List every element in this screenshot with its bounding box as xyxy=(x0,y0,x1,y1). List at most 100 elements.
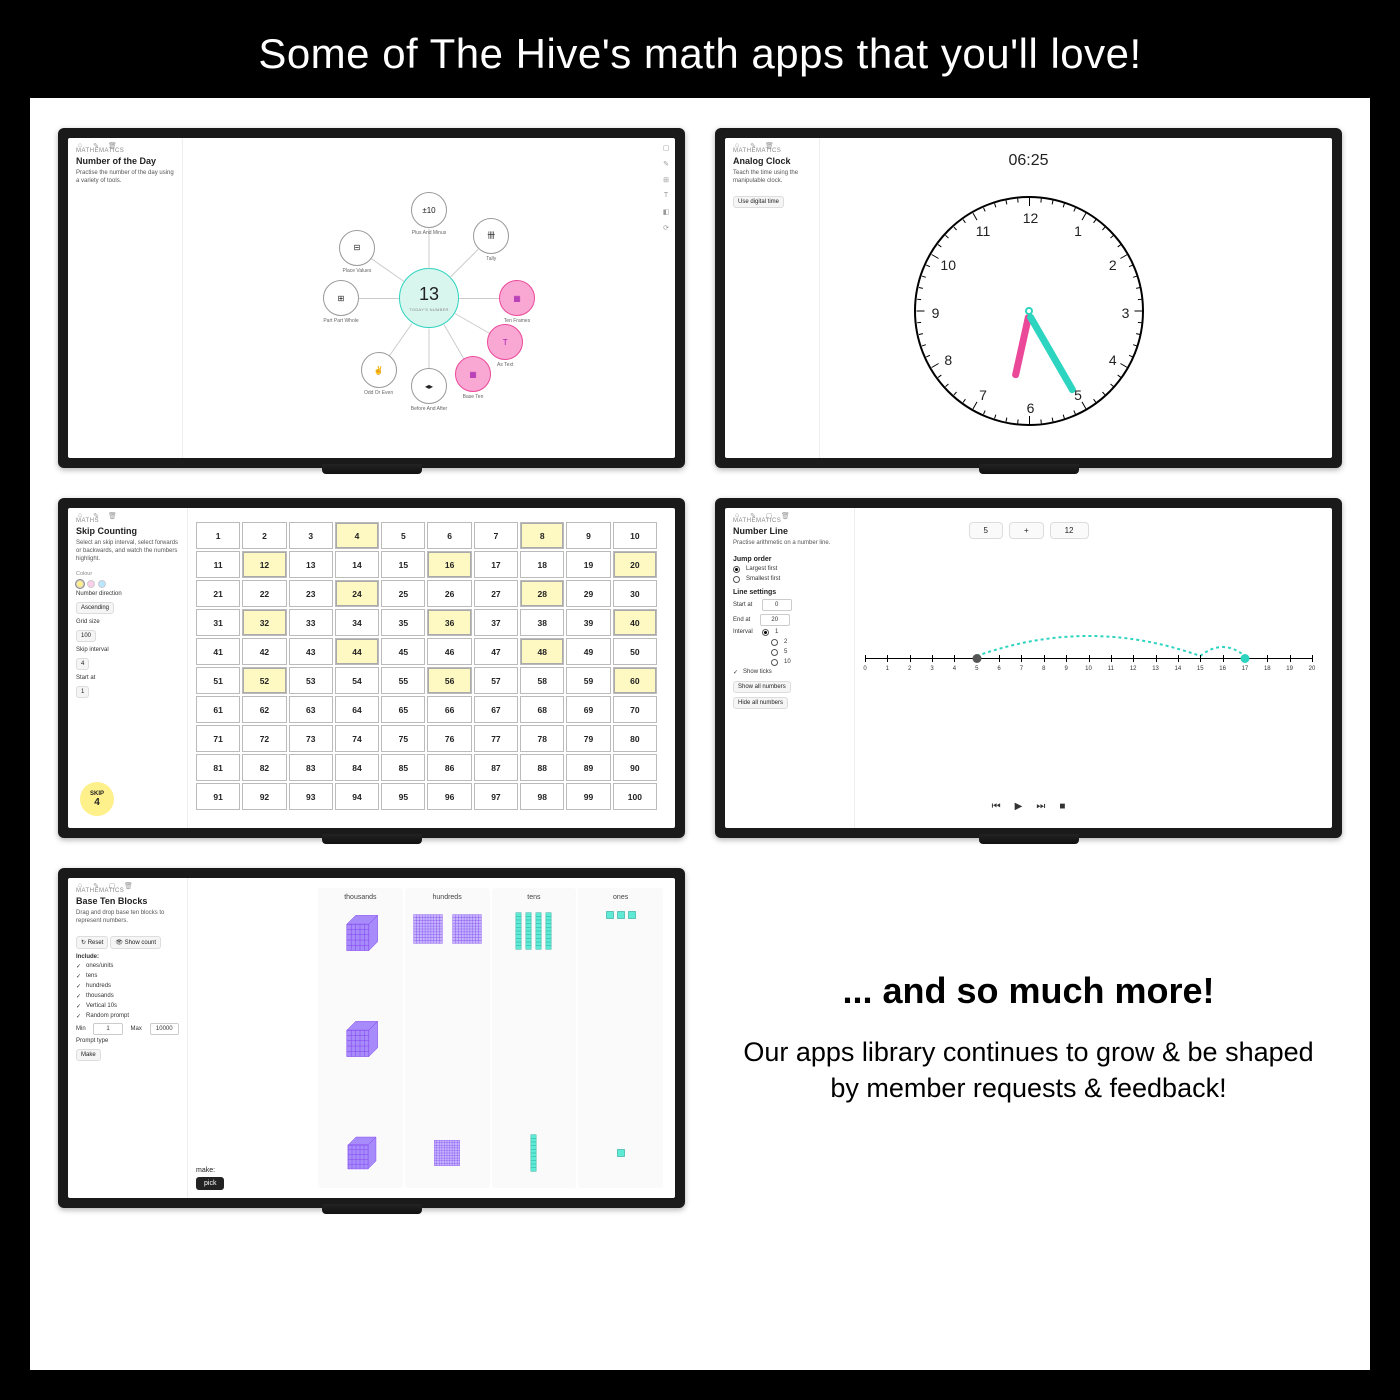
grid-cell[interactable]: 88 xyxy=(520,754,564,781)
grid-cell[interactable]: 29 xyxy=(566,580,610,607)
color-options[interactable] xyxy=(76,580,179,588)
grid-cell[interactable]: 34 xyxy=(335,609,379,636)
grid-cell[interactable]: 7 xyxy=(474,522,518,549)
rod-block[interactable] xyxy=(525,911,532,1120)
grid-cell[interactable]: 84 xyxy=(335,754,379,781)
color-option[interactable] xyxy=(76,580,84,588)
playback-controls[interactable]: ⏮▶⏭■ xyxy=(992,801,1066,812)
prompt-select[interactable]: Make xyxy=(76,1049,101,1061)
grid-cell[interactable]: 10 xyxy=(613,522,657,549)
dir-select[interactable]: Ascending xyxy=(76,602,114,614)
pick-button[interactable]: pick xyxy=(196,1177,224,1190)
grid-cell[interactable]: 67 xyxy=(474,696,518,723)
grid-cell[interactable]: 50 xyxy=(613,638,657,665)
grid-cell[interactable]: 85 xyxy=(381,754,425,781)
grid-cell[interactable]: 80 xyxy=(613,725,657,752)
grid-cell[interactable]: 75 xyxy=(381,725,425,752)
sat-place-values[interactable]: ⊟ xyxy=(339,230,375,266)
min-input[interactable]: 1 xyxy=(93,1023,122,1035)
grid-cell[interactable]: 21 xyxy=(196,580,240,607)
include-tens[interactable]: tens xyxy=(76,973,179,980)
show-all-btn[interactable]: Show all numbers xyxy=(733,681,791,693)
col-thousands[interactable]: thousands xyxy=(318,888,403,1188)
sat-before-and-after[interactable]: ◂▸ xyxy=(411,368,447,404)
digital-time-button[interactable]: Use digital time xyxy=(733,196,784,208)
playback-btn[interactable]: ⏭ xyxy=(1036,801,1045,812)
start-input[interactable]: 0 xyxy=(762,599,792,611)
flat-block-tray[interactable] xyxy=(431,1137,463,1171)
grid-cell[interactable]: 95 xyxy=(381,783,425,810)
grid-cell[interactable]: 9 xyxy=(566,522,610,549)
sat-part-part-whole[interactable]: ⊞ xyxy=(323,280,359,316)
grid-cell[interactable]: 92 xyxy=(242,783,286,810)
grid-cell[interactable]: 89 xyxy=(566,754,610,781)
grid-cell[interactable]: 77 xyxy=(474,725,518,752)
grid-cell[interactable]: 36 xyxy=(427,609,471,636)
hide-all-btn[interactable]: Hide all numbers xyxy=(733,697,788,709)
show-count-btn[interactable]: 👁 Show count xyxy=(110,936,161,949)
start-select[interactable]: 1 xyxy=(76,686,89,698)
interval-select[interactable]: 4 xyxy=(76,658,89,670)
grid-cell[interactable]: 93 xyxy=(289,783,333,810)
grid-cell[interactable]: 16 xyxy=(427,551,471,578)
grid-cell[interactable]: 48 xyxy=(520,638,564,665)
rod-block[interactable] xyxy=(535,911,542,1120)
grid-cell[interactable]: 19 xyxy=(566,551,610,578)
end-input[interactable]: 20 xyxy=(760,614,790,626)
grid-cell[interactable]: 33 xyxy=(289,609,333,636)
grid-cell[interactable]: 30 xyxy=(613,580,657,607)
unit-block[interactable] xyxy=(606,911,614,1120)
grid-cell[interactable]: 57 xyxy=(474,667,518,694)
sat-ten-frames[interactable]: ▦ xyxy=(499,280,535,316)
rod-block[interactable] xyxy=(545,911,552,1120)
sat-plus-and-minus[interactable]: ±10 xyxy=(411,192,447,228)
grid-cell[interactable]: 40 xyxy=(613,609,657,636)
grid-cell[interactable]: 72 xyxy=(242,725,286,752)
grid-cell[interactable]: 11 xyxy=(196,551,240,578)
playback-btn[interactable]: ▶ xyxy=(1015,801,1023,812)
grid-cell[interactable]: 54 xyxy=(335,667,379,694)
grid-cell[interactable]: 62 xyxy=(242,696,286,723)
vertical-10s[interactable]: Vertical 10s xyxy=(76,1003,179,1010)
grid-cell[interactable]: 66 xyxy=(427,696,471,723)
block-columns[interactable]: thousands hundreds tens xyxy=(318,888,663,1188)
grid-cell[interactable]: 49 xyxy=(566,638,610,665)
grid-cell[interactable]: 1 xyxy=(196,522,240,549)
grid-cell[interactable]: 42 xyxy=(242,638,286,665)
grid-cell[interactable]: 82 xyxy=(242,754,286,781)
grid-cell[interactable]: 41 xyxy=(196,638,240,665)
col-hundreds[interactable]: hundreds xyxy=(405,888,490,1188)
grid-cell[interactable]: 68 xyxy=(520,696,564,723)
nl-start-dot[interactable] xyxy=(972,654,981,663)
playback-btn[interactable]: ■ xyxy=(1059,801,1065,812)
grid-cell[interactable]: 94 xyxy=(335,783,379,810)
reset-btn[interactable]: ↻ Reset xyxy=(76,936,108,949)
jump-opt-0[interactable]: Largest first xyxy=(733,566,846,573)
grid-cell[interactable]: 13 xyxy=(289,551,333,578)
grid-cell[interactable]: 5 xyxy=(381,522,425,549)
cube-block-tray[interactable] xyxy=(340,1133,380,1175)
grid-cell[interactable]: 81 xyxy=(196,754,240,781)
max-input[interactable]: 10000 xyxy=(150,1023,179,1035)
grid-cell[interactable]: 52 xyxy=(242,667,286,694)
unit-block-tray[interactable] xyxy=(617,1149,625,1159)
grid-cell[interactable]: 90 xyxy=(613,754,657,781)
grid-cell[interactable]: 51 xyxy=(196,667,240,694)
expr-b[interactable]: 12 xyxy=(1050,522,1089,539)
grid-cell[interactable]: 58 xyxy=(520,667,564,694)
show-ticks[interactable]: Show ticks xyxy=(733,669,846,676)
flat-block[interactable] xyxy=(410,911,446,1120)
grid-cell[interactable]: 26 xyxy=(427,580,471,607)
grid-cell[interactable]: 31 xyxy=(196,609,240,636)
grid-cell[interactable]: 61 xyxy=(196,696,240,723)
color-option[interactable] xyxy=(98,580,106,588)
grid-cell[interactable]: 45 xyxy=(381,638,425,665)
jump-opt-1[interactable]: Smallest first xyxy=(733,576,846,583)
grid-cell[interactable]: 32 xyxy=(242,609,286,636)
grid-cell[interactable]: 96 xyxy=(427,783,471,810)
include-thousands[interactable]: thousands xyxy=(76,993,179,1000)
grid-cell[interactable]: 8 xyxy=(520,522,564,549)
grid-cell[interactable]: 87 xyxy=(474,754,518,781)
expr-op[interactable]: + xyxy=(1009,522,1044,539)
grid-cell[interactable]: 37 xyxy=(474,609,518,636)
